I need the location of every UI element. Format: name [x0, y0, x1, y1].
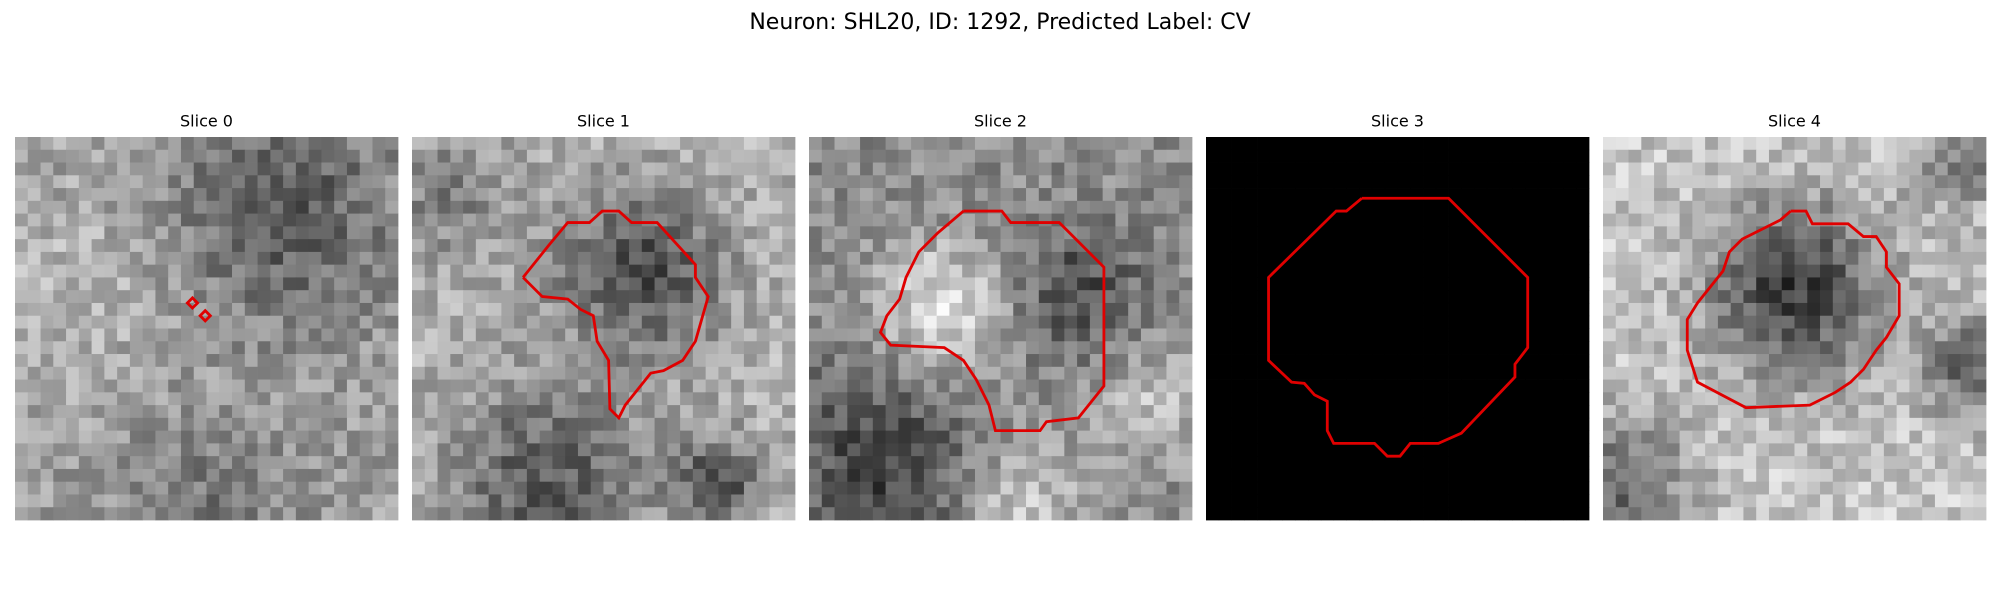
contour — [878, 209, 1106, 433]
contour — [1685, 209, 1901, 410]
image-panel — [1603, 137, 1987, 521]
contour — [1267, 196, 1530, 458]
image-panel — [412, 137, 796, 521]
panel-title: Slice 0 — [180, 112, 233, 131]
panel-title: Slice 4 — [1768, 112, 1821, 131]
contour — [198, 308, 213, 323]
image-panel — [15, 137, 399, 521]
panel-title: Slice 2 — [974, 112, 1027, 131]
panel-title: Slice 3 — [1371, 112, 1424, 131]
panel-title: Slice 1 — [577, 112, 630, 131]
figure-title: Neuron: SHL20, ID: 1292, Predicted Label… — [749, 10, 1250, 35]
contour — [185, 295, 200, 311]
contour — [521, 209, 710, 421]
image-panel — [1206, 137, 1590, 521]
panels: Slice 0 Slice 1 Slice 2 Slice 3 Slice 4 — [15, 112, 1987, 521]
image-panel — [809, 137, 1193, 521]
